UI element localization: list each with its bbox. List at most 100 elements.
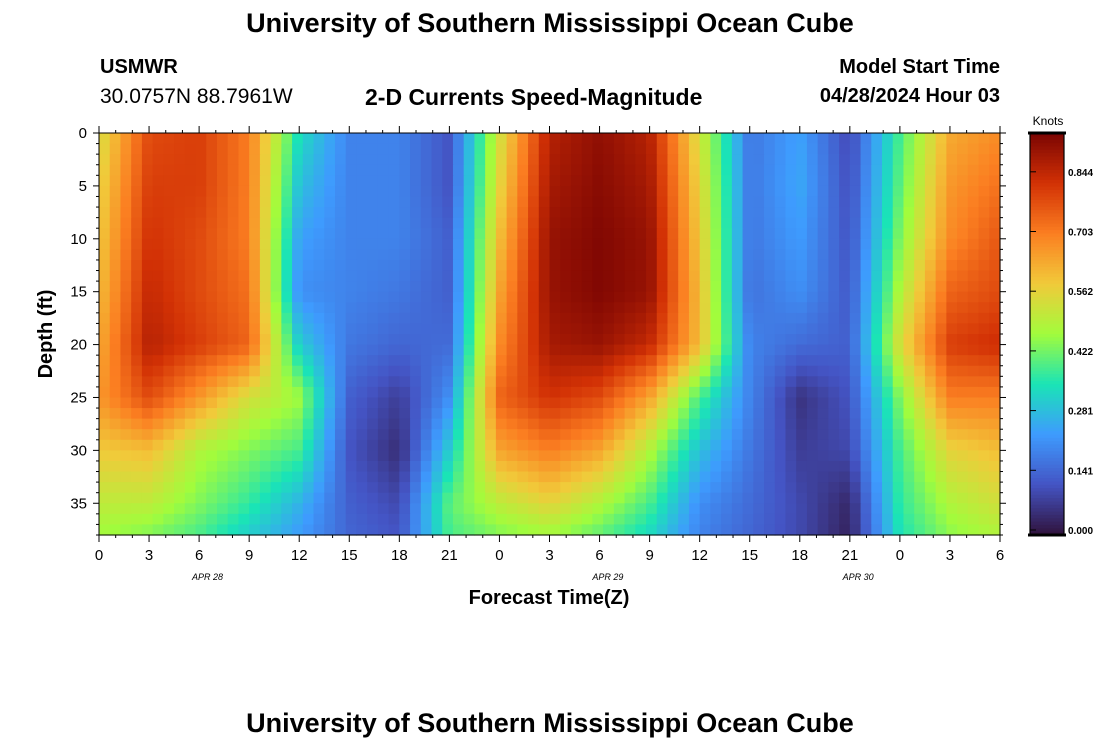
heatmap-cell [141,492,154,504]
heatmap-cell [903,217,915,229]
heatmap-cell [367,460,379,473]
heatmap-cell [592,429,604,441]
heatmap-cell [463,185,476,198]
heatmap-cell [742,207,754,219]
heatmap-cell [109,418,122,430]
heatmap-cell [635,439,647,451]
heatmap-cell [839,386,851,399]
heatmap-cell [442,291,454,303]
heatmap-cell [302,439,315,451]
heatmap-cell [678,238,690,250]
heatmap-cell [592,471,604,483]
heatmap-cell [678,376,690,388]
heatmap-cell [957,418,969,430]
heatmap-cell [324,302,336,314]
heatmap-cell [528,154,540,166]
heatmap-cell [292,249,304,261]
heatmap-cell [163,259,175,272]
heatmap-cell [603,365,615,377]
heatmap-cell [849,365,862,377]
heatmap-cell [796,365,808,377]
heatmap-cell [935,513,947,526]
heatmap-cell [506,418,518,430]
heatmap-cell [131,270,143,282]
heatmap-cell [152,524,164,536]
heatmap-cell [688,302,701,314]
heatmap-cell [989,344,1001,356]
heatmap-cell [871,439,883,451]
heatmap-cell [914,482,926,494]
colorbar-band [1030,427,1064,432]
heatmap-cell [753,429,765,441]
heatmap-cell [924,175,937,187]
heatmap-cell [839,365,851,377]
heatmap-cell [753,185,765,198]
heatmap-cell [442,408,454,420]
heatmap-cell [828,365,840,377]
heatmap-cell [227,344,240,356]
heatmap-cell [570,355,583,367]
heatmap-cell [806,471,819,483]
heatmap-cell [849,175,862,187]
heatmap-cell [710,175,722,187]
heatmap-cell [635,386,647,399]
heatmap-cell [292,450,304,462]
heatmap-cell [946,302,958,314]
heatmap-cell [656,164,669,176]
colorbar-band [1030,491,1064,496]
heatmap-cell [141,439,154,451]
heatmap-cell [903,164,915,176]
heatmap-cell [195,492,207,504]
heatmap-cell [860,460,872,473]
heatmap-cell [388,238,400,250]
colorbar-band [1030,504,1064,509]
heatmap-cell [892,207,905,219]
heatmap-cell [281,503,293,515]
heatmap-cell [806,312,819,325]
heatmap-cell [570,524,583,536]
heatmap-cell [860,323,872,335]
heatmap-cell [882,344,894,356]
heatmap-cell [946,238,958,250]
heatmap-cell [678,228,690,240]
heatmap-cell [721,482,733,494]
heatmap-cell [721,249,733,261]
heatmap-cell [817,524,829,536]
heatmap-cell [99,386,111,399]
heatmap-cell [785,429,797,441]
heatmap-cell [292,503,304,515]
heatmap-cell [270,312,282,325]
heatmap-cell [849,281,862,293]
heatmap-cell [495,344,508,356]
heatmap-cell [978,460,990,473]
heatmap-cell [399,418,411,430]
heatmap-cell [517,439,529,451]
heatmap-cell [485,513,497,526]
heatmap-cell [141,524,154,536]
heatmap-cell [302,238,315,250]
heatmap-cell [806,450,819,462]
heatmap-cell [377,482,390,494]
heatmap-cell [485,238,497,250]
heatmap-cell [785,323,797,335]
heatmap-cell [474,185,486,198]
heatmap-cell [463,344,476,356]
heatmap-cell [195,365,207,377]
heatmap-cell [678,344,690,356]
heatmap-cell [109,460,122,473]
heatmap-cell [356,355,368,367]
heatmap-cell [828,386,840,399]
heatmap-cell [967,217,980,229]
heatmap-cell [410,259,422,272]
heatmap-cell [849,376,862,388]
heatmap-cell [742,175,754,187]
heatmap-cell [399,429,411,441]
heatmap-cell [206,460,218,473]
heatmap-cell [528,217,540,229]
heatmap-cell [377,259,390,272]
heatmap-cell [678,196,690,208]
heatmap-cell [334,397,347,409]
heatmap-cell [152,323,164,335]
heatmap-cell [656,185,669,198]
heatmap-cell [216,207,229,219]
